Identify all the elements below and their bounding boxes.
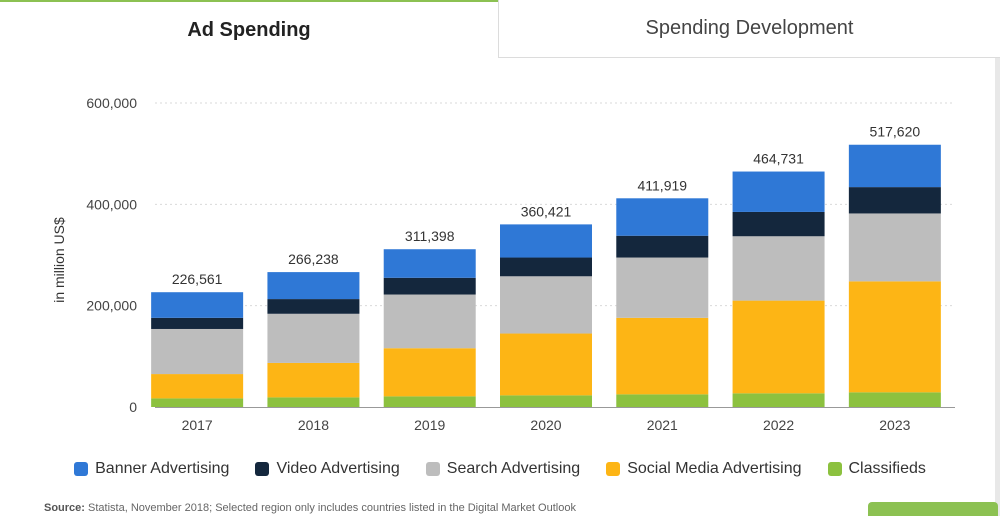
bar-segment-search bbox=[848, 213, 941, 282]
bar-segment-banner bbox=[848, 144, 941, 188]
legend-swatch-video bbox=[255, 462, 270, 476]
bar-segment-banner bbox=[267, 272, 360, 300]
legend-label-video: Video Advertising bbox=[276, 460, 400, 477]
bar-segment-social bbox=[732, 300, 825, 394]
bar-segment-classifieds bbox=[500, 395, 592, 407]
bar-segment-search bbox=[151, 328, 244, 375]
x-tick-label: 2020 bbox=[530, 417, 561, 433]
bar-segment-classifieds bbox=[383, 396, 476, 407]
bar-segment-video bbox=[267, 299, 360, 314]
legend-swatch-social bbox=[606, 462, 621, 476]
bar-segment-video bbox=[500, 257, 592, 277]
x-tick-label: 2022 bbox=[763, 417, 794, 433]
ad-spending-chart: 0 200,000 400,000 600,000 in million US$ 226,… bbox=[51, 95, 955, 433]
bar-segment-social bbox=[848, 281, 941, 393]
bar-segment-banner bbox=[616, 198, 709, 236]
total-label: 411,919 bbox=[637, 177, 687, 193]
bar-segment-social bbox=[500, 333, 592, 396]
bar-segment-search bbox=[500, 276, 592, 334]
bar-segment-social bbox=[151, 374, 244, 399]
legend-label-banner: Banner Advertising bbox=[95, 460, 230, 477]
y-tick-label: 400,000 bbox=[86, 196, 137, 212]
bar-segment-classifieds bbox=[848, 392, 941, 407]
legend-item-social[interactable]: Social Media Advertising bbox=[606, 460, 802, 478]
legend-item-banner[interactable]: Banner Advertising bbox=[74, 460, 229, 478]
legend-label-social: Social Media Advertising bbox=[627, 460, 802, 477]
bar-segment-banner bbox=[383, 249, 476, 278]
legend-swatch-search bbox=[425, 462, 440, 476]
bar-segment-video bbox=[848, 187, 941, 214]
x-tick-label: 2021 bbox=[647, 417, 678, 433]
bar-segment-video bbox=[732, 211, 825, 237]
source-label: Source: bbox=[44, 502, 85, 514]
bar-segment-search bbox=[732, 236, 825, 301]
bar-segment-banner bbox=[732, 171, 825, 212]
y-axis-label: in million US$ bbox=[51, 217, 67, 303]
total-label: 311,398 bbox=[405, 228, 455, 244]
y-tick-label: 0 bbox=[129, 399, 137, 415]
bar-segment-video bbox=[616, 235, 709, 258]
total-label: 517,620 bbox=[870, 124, 921, 140]
tab-spending-development[interactable]: Spending Development bbox=[498, 0, 1000, 58]
legend-label-search: Search Advertising bbox=[446, 460, 581, 477]
bar-segment-search bbox=[267, 313, 360, 363]
bar-segment-social bbox=[383, 348, 476, 397]
bar-segment-video bbox=[151, 317, 244, 329]
legend-label-classifieds: Classifieds bbox=[848, 460, 926, 477]
legend-swatch-classifieds bbox=[827, 462, 842, 476]
bar-segment-search bbox=[383, 294, 476, 349]
y-tick-label: 600,000 bbox=[86, 95, 137, 111]
source-text: Statista, November 2018; Selected region… bbox=[84, 502, 576, 514]
total-label: 226,561 bbox=[172, 271, 223, 287]
x-tick-label: 2019 bbox=[414, 417, 445, 433]
x-tick-label: 2018 bbox=[298, 417, 329, 433]
legend-item-search[interactable]: Search Advertising bbox=[425, 460, 581, 478]
bar-segment-social bbox=[267, 362, 360, 398]
total-label: 266,238 bbox=[288, 251, 339, 267]
bar-segment-banner bbox=[151, 292, 244, 318]
bar-segment-classifieds bbox=[151, 398, 244, 407]
legend-item-video[interactable]: Video Advertising bbox=[255, 460, 400, 478]
source-note: Source: Statista, November 2018; Selecte… bbox=[44, 502, 576, 514]
total-label: 360,421 bbox=[521, 203, 572, 219]
y-tick-label: 200,000 bbox=[86, 298, 137, 314]
x-tick-label: 2017 bbox=[182, 417, 213, 433]
x-tick-label: 2023 bbox=[879, 417, 910, 433]
bar-segment-classifieds bbox=[267, 397, 360, 407]
bar-segment-social bbox=[616, 317, 709, 395]
scrollbar-track[interactable] bbox=[995, 58, 1000, 516]
total-label: 464,731 bbox=[753, 151, 804, 167]
bar-segment-banner bbox=[500, 224, 592, 258]
bar-segment-video bbox=[383, 277, 476, 295]
bar-segment-classifieds bbox=[616, 394, 709, 407]
bar-segment-classifieds bbox=[732, 393, 825, 407]
tab-ad-spending[interactable]: Ad Spending bbox=[0, 0, 498, 58]
chart-legend: Banner Advertising Video Advertising Sea… bbox=[0, 456, 1000, 482]
legend-item-classifieds[interactable]: Classifieds bbox=[827, 460, 926, 478]
corner-accent bbox=[868, 502, 998, 516]
bar-segment-search bbox=[616, 257, 709, 318]
legend-swatch-banner bbox=[74, 462, 89, 476]
tab-bar: Ad Spending Spending Development bbox=[0, 0, 1000, 58]
